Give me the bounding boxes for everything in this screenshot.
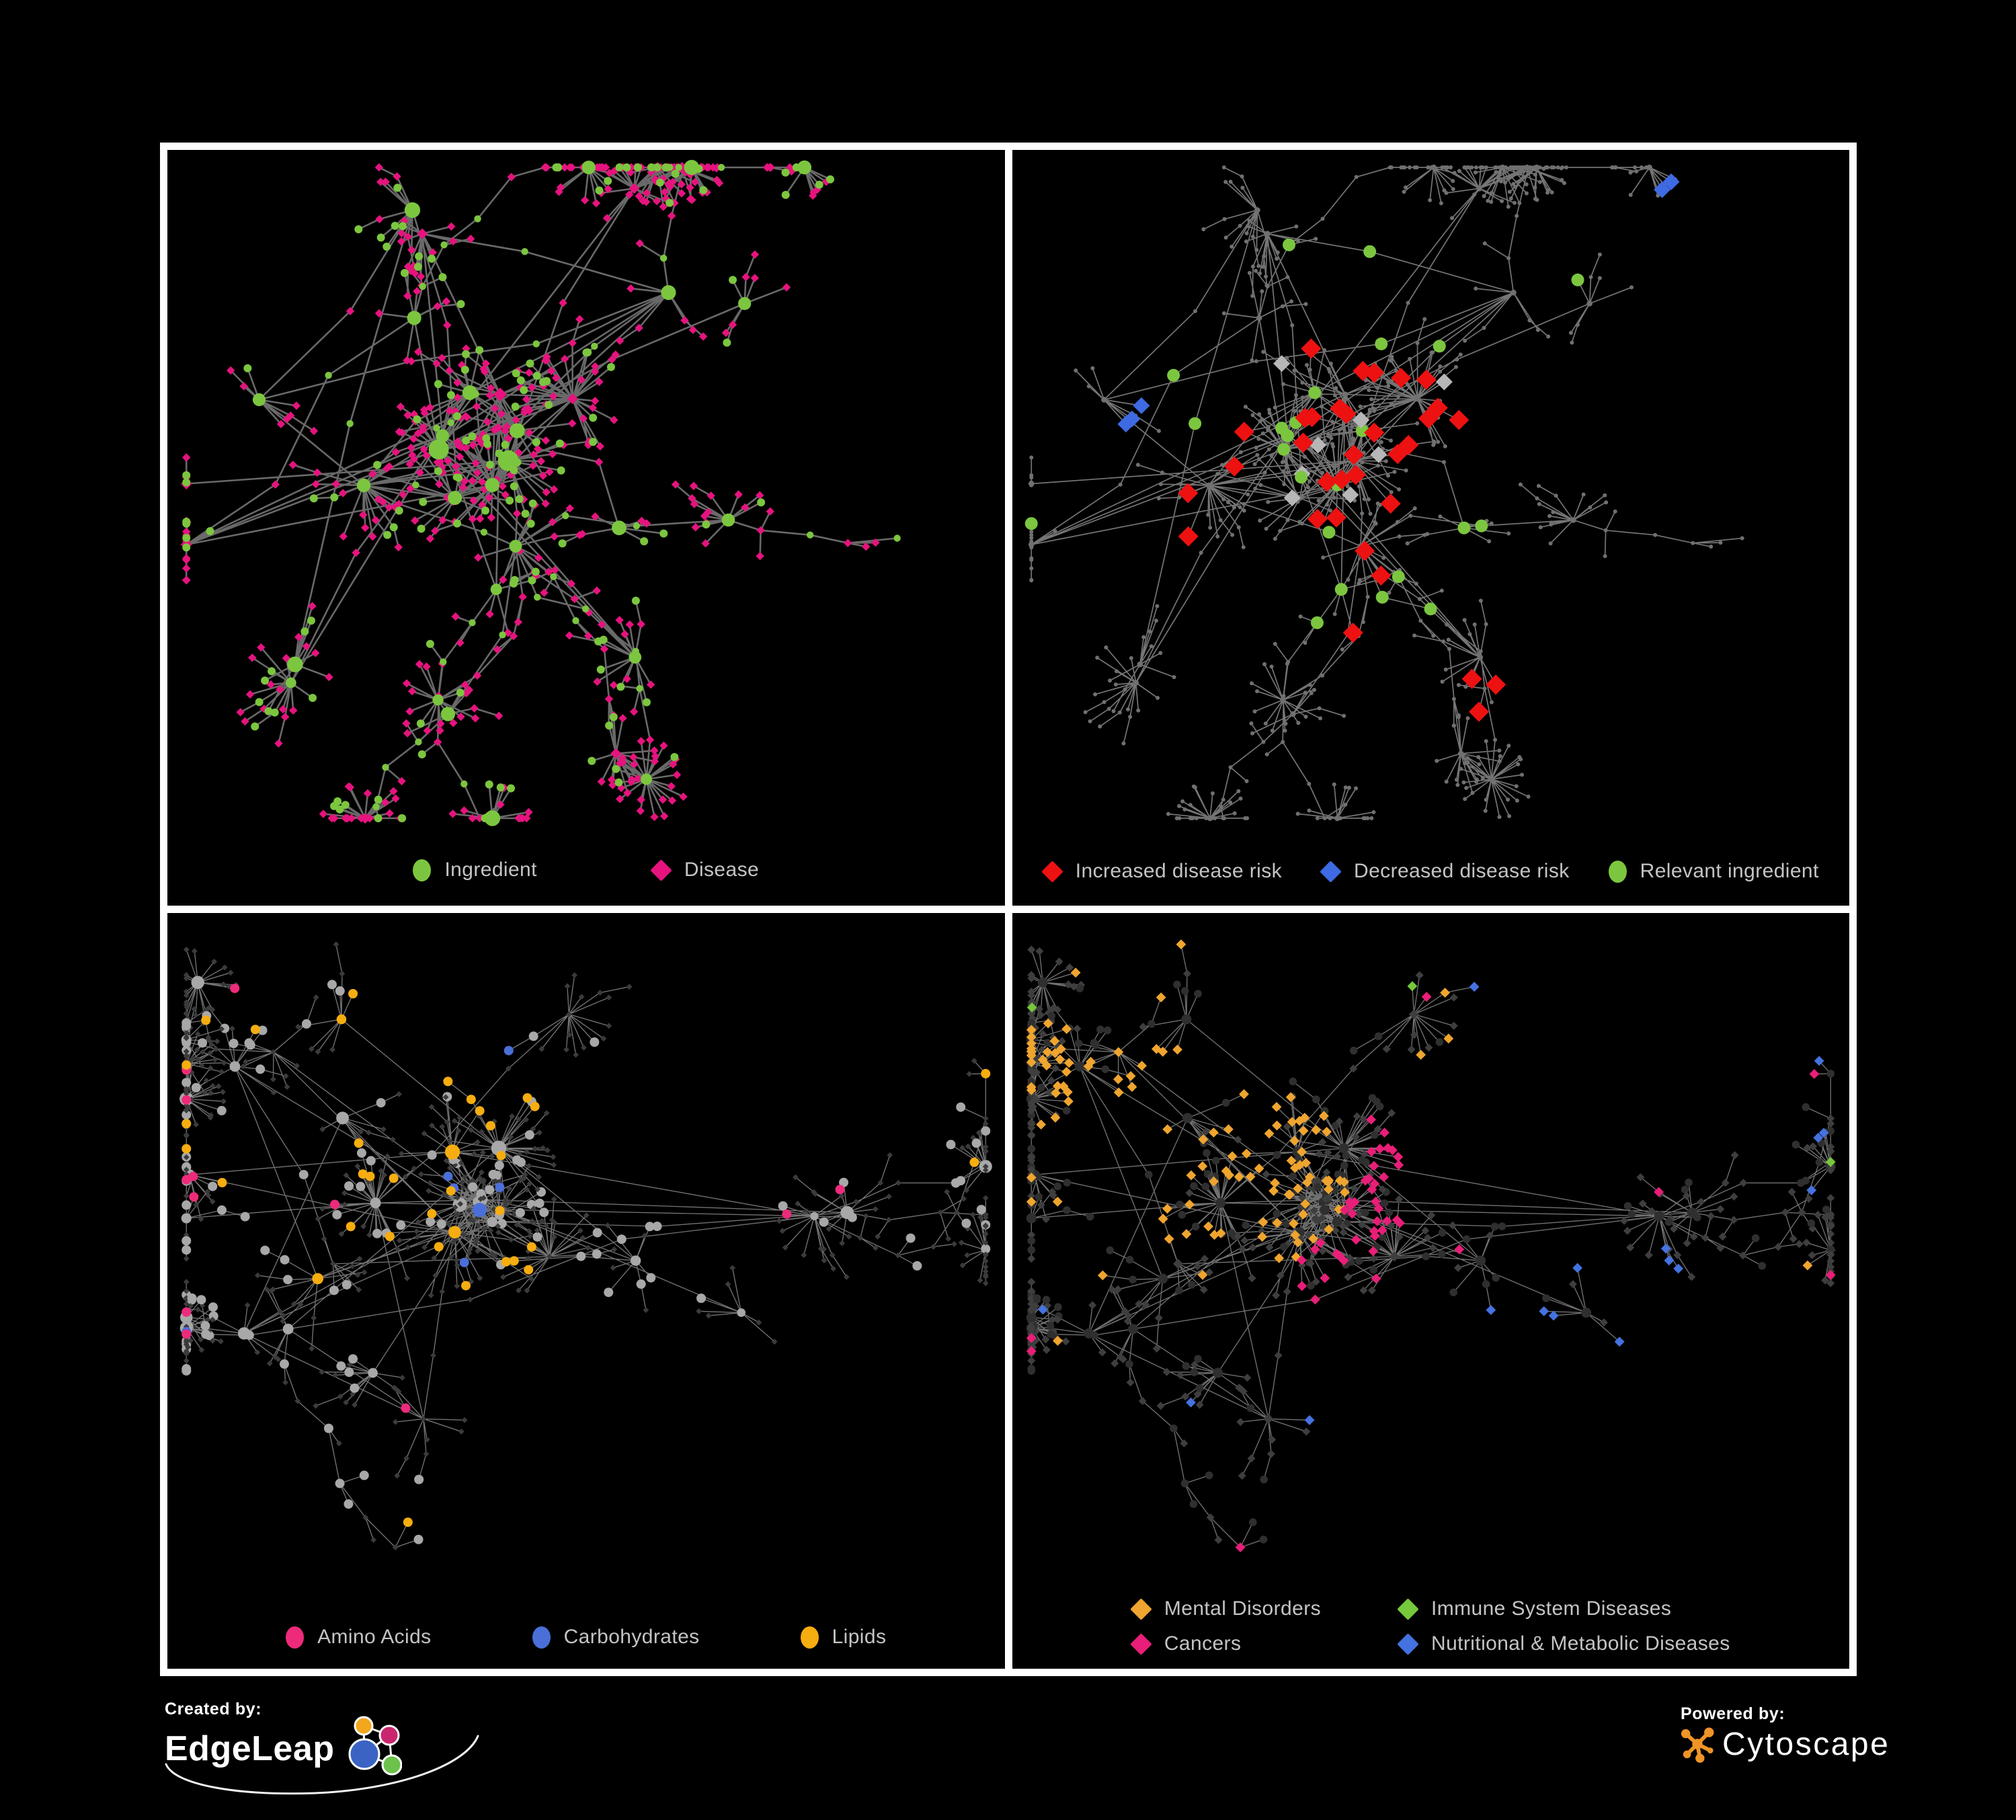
- mental-disorders-diamond-swatch-icon: [1130, 1597, 1152, 1620]
- created-by-block: Created by: EdgeLeap: [165, 1700, 541, 1795]
- network-canvas-disease-risk: [1024, 164, 1744, 822]
- edgeleap-brand-row: EdgeLeap: [165, 1716, 541, 1780]
- network-grid: Ingredient Disease Increased disease ris…: [160, 143, 1857, 1676]
- legend-item-cancers: Cancers: [1130, 1632, 1321, 1655]
- disease-diamond-swatch-icon: [650, 859, 672, 881]
- legend-label-lipids: Lipids: [832, 1626, 887, 1648]
- legend-item-lipids: Lipids: [800, 1626, 887, 1649]
- lipids-circle-swatch-icon: [800, 1626, 819, 1649]
- legend-label-ingredient: Ingredient: [444, 859, 537, 881]
- legend-disease-risk: Increased disease risk Decreased disease…: [1012, 860, 1850, 883]
- panel-disease-categories: Mental Disorders Cancers Immune System D…: [1012, 913, 1850, 1669]
- legend-item-relevant-ingredient: Relevant ingredient: [1608, 860, 1819, 883]
- legend-label-decreased-risk: Decreased disease risk: [1354, 860, 1570, 882]
- increased-risk-diamond-swatch-icon: [1041, 860, 1063, 883]
- legend-item-mental-disorders: Mental Disorders: [1130, 1597, 1321, 1620]
- legend-label-mental-disorders: Mental Disorders: [1164, 1597, 1321, 1620]
- cancers-diamond-swatch-icon: [1130, 1632, 1152, 1655]
- panel-ingredient-categories: Amino Acids Carbohydrates Lipids: [167, 913, 1005, 1669]
- powered-by-label: Powered by:: [1681, 1704, 1785, 1723]
- cytoscape-logo-icon: [1681, 1727, 1714, 1763]
- legend-item-ingredient: Ingredient: [413, 859, 536, 881]
- created-by-label: Created by:: [165, 1700, 262, 1718]
- legend-item-carbohydrates: Carbohydrates: [532, 1626, 700, 1649]
- legend-label-carbohydrates: Carbohydrates: [563, 1626, 700, 1648]
- ingredient-circle-swatch-icon: [413, 859, 432, 881]
- panel-ingredient-disease: Ingredient Disease: [167, 150, 1005, 906]
- edgeleap-wordmark: EdgeLeap: [165, 1729, 335, 1769]
- legend-item-increased-risk: Increased disease risk: [1041, 860, 1283, 883]
- legend-ingredient-categories: Amino Acids Carbohydrates Lipids: [167, 1626, 1005, 1649]
- cytoscape-wordmark: Cytoscape: [1722, 1726, 1890, 1762]
- legend-label-immune-diseases: Immune System Diseases: [1431, 1597, 1672, 1620]
- legend-item-disease: Disease: [650, 859, 760, 881]
- legend-label-cancers: Cancers: [1164, 1632, 1242, 1655]
- legend-label-amino-acids: Amino Acids: [317, 1626, 432, 1648]
- cytoscape-brand-row: Cytoscape: [1681, 1725, 1890, 1763]
- legend-item-decreased-risk: Decreased disease risk: [1320, 860, 1570, 883]
- legend-label-disease: Disease: [684, 859, 760, 881]
- carbohydrates-circle-swatch-icon: [532, 1626, 551, 1649]
- legend-label-relevant-ingredient: Relevant ingredient: [1640, 860, 1819, 882]
- powered-by-block: Powered by: Cytoscape: [1681, 1704, 1890, 1763]
- legend-label-increased-risk: Increased disease risk: [1075, 860, 1283, 882]
- legend-item-nutritional-metabolic: Nutritional & Metabolic Diseases: [1397, 1632, 1730, 1655]
- network-canvas-ingredient-disease: [180, 159, 901, 826]
- legend-label-nutritional-metabolic: Nutritional & Metabolic Diseases: [1431, 1632, 1730, 1655]
- amino-acids-circle-swatch-icon: [286, 1626, 305, 1649]
- decreased-risk-diamond-swatch-icon: [1320, 860, 1342, 883]
- relevant-ingredient-circle-swatch-icon: [1608, 860, 1627, 883]
- network-canvas-ingredient-categories: [179, 941, 992, 1550]
- legend-ingredient-disease: Ingredient Disease: [167, 859, 1005, 881]
- panel-disease-risk: Increased disease risk Decreased disease…: [1012, 150, 1850, 906]
- legend-item-immune-diseases: Immune System Diseases: [1397, 1597, 1730, 1620]
- edgeleap-logo-icon: [348, 1716, 402, 1776]
- network-canvas-disease-categories: [1026, 939, 1836, 1552]
- immune-diseases-diamond-swatch-icon: [1397, 1597, 1419, 1620]
- nutritional-metabolic-diamond-swatch-icon: [1397, 1632, 1419, 1655]
- legend-item-amino-acids: Amino Acids: [286, 1626, 431, 1649]
- legend-disease-categories: Mental Disorders Cancers Immune System D…: [1012, 1597, 1850, 1655]
